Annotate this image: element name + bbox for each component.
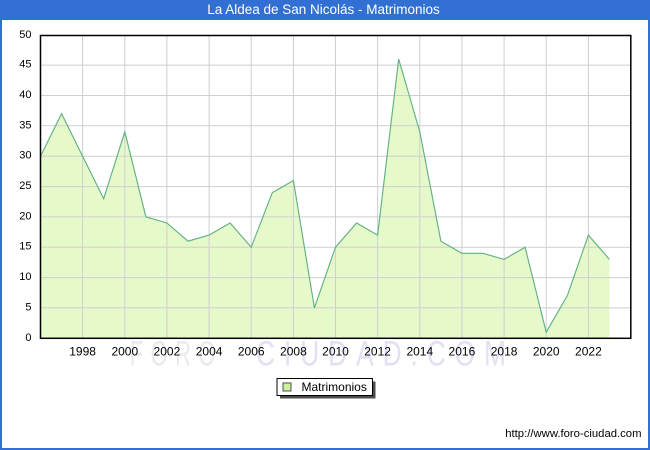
svg-text:2000: 2000 xyxy=(111,345,138,359)
svg-text:25: 25 xyxy=(19,180,31,192)
svg-text:Matrimonios: Matrimonios xyxy=(302,380,367,394)
svg-text:20: 20 xyxy=(19,210,31,222)
svg-text:http://www.foro-ciudad.com: http://www.foro-ciudad.com xyxy=(505,428,641,440)
svg-text:FORO: FORO xyxy=(130,335,223,374)
svg-text:1998: 1998 xyxy=(69,345,96,359)
svg-text:2008: 2008 xyxy=(280,345,307,359)
svg-text:2012: 2012 xyxy=(364,345,391,359)
svg-text:35: 35 xyxy=(19,119,31,131)
svg-text:2004: 2004 xyxy=(196,345,223,359)
svg-text:30: 30 xyxy=(19,150,31,162)
svg-text:50: 50 xyxy=(19,29,31,41)
svg-text:45: 45 xyxy=(19,59,31,71)
svg-text:2002: 2002 xyxy=(154,345,181,359)
svg-text:2006: 2006 xyxy=(238,345,265,359)
svg-text:2022: 2022 xyxy=(575,345,602,359)
svg-text:5: 5 xyxy=(25,301,31,313)
svg-text:2010: 2010 xyxy=(322,345,349,359)
svg-text:2018: 2018 xyxy=(491,345,518,359)
svg-text:2014: 2014 xyxy=(406,345,433,359)
svg-text:40: 40 xyxy=(19,89,31,101)
svg-text:2020: 2020 xyxy=(533,345,560,359)
svg-text:15: 15 xyxy=(19,241,31,253)
svg-text:CIUDAD.COM: CIUDAD.COM xyxy=(256,335,515,374)
svg-text:10: 10 xyxy=(19,271,31,283)
svg-text:0: 0 xyxy=(25,332,31,344)
svg-text:2016: 2016 xyxy=(449,345,476,359)
